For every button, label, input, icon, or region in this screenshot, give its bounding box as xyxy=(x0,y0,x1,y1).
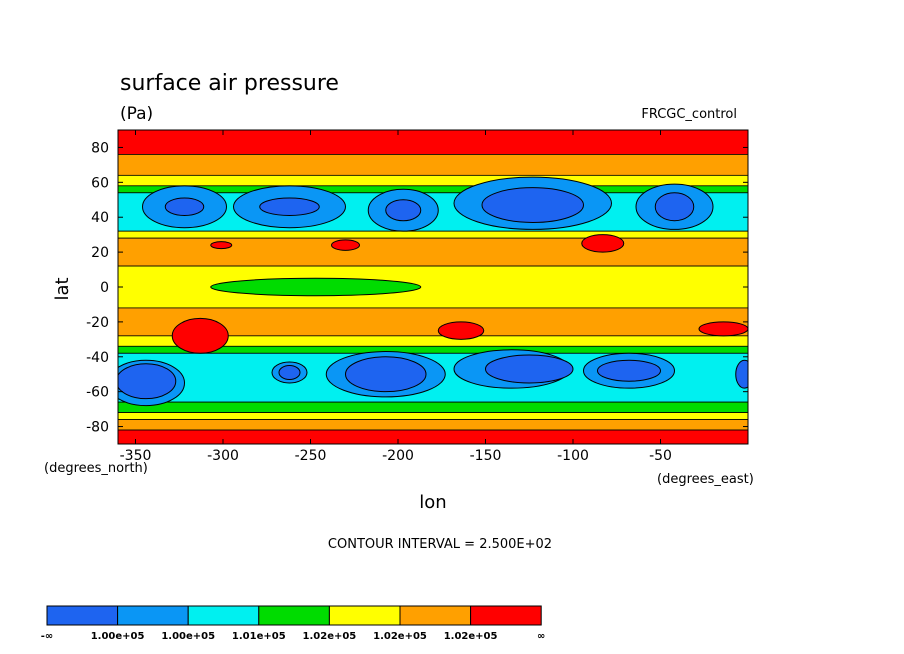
pressure-cell-22 xyxy=(345,356,427,393)
pressure-cell-9 xyxy=(654,192,695,222)
colorbar-label: 1.00e+05 xyxy=(161,631,215,642)
pressure-cell-16 xyxy=(698,321,748,337)
contour-interval: CONTOUR INTERVAL = 2.500E+02 xyxy=(328,537,552,552)
y-unit-label: (degrees_north) xyxy=(44,461,148,476)
pressure-cell-20 xyxy=(278,365,301,380)
pressure-cell-13 xyxy=(210,277,422,297)
colorbar-swatch-3 xyxy=(258,605,330,626)
chart-units: (Pa) xyxy=(120,104,153,124)
colorbar-label: 1.01e+05 xyxy=(232,631,286,642)
y-tick-label: 0 xyxy=(100,280,109,296)
pressure-cell-10 xyxy=(210,241,233,250)
x-axis-label: lon xyxy=(419,492,446,513)
x-axis: -350 -300 -250 -200 -150 -100 -50 xyxy=(120,130,672,464)
pressure-cell-1 xyxy=(164,197,205,216)
y-tick-label: -60 xyxy=(86,385,109,401)
pressure-band-5 xyxy=(118,230,748,239)
colorbar-label: 1.02e+05 xyxy=(444,631,498,642)
x-tick-label: -200 xyxy=(382,448,414,464)
y-axis-label: lat xyxy=(52,277,73,300)
y-tick-label: -20 xyxy=(86,315,109,331)
pressure-cell-14 xyxy=(171,317,229,354)
x-tick-label: -50 xyxy=(649,448,672,464)
pressure-cell-18 xyxy=(118,363,177,400)
colorbar-swatch-2 xyxy=(187,605,260,626)
pressure-cell-26 xyxy=(597,359,661,382)
colorbar-label: ∞ xyxy=(537,631,545,642)
pressure-cell-11 xyxy=(331,239,360,251)
pressure-band-15 xyxy=(118,429,748,444)
x-tick-label: -250 xyxy=(295,448,327,464)
y-tick-label: -40 xyxy=(86,350,109,366)
pressure-band-14 xyxy=(118,419,748,431)
run-label: FRCGC_control xyxy=(641,107,737,122)
plot-area xyxy=(118,130,748,444)
pressure-cell-27 xyxy=(735,359,748,389)
pressure-band-0 xyxy=(118,130,748,155)
pressure-cell-12 xyxy=(581,234,625,253)
y-tick-label: 40 xyxy=(91,210,109,226)
colorbar-label: 1.02e+05 xyxy=(303,631,357,642)
x-tick-label: -300 xyxy=(207,448,239,464)
pressure-band-1 xyxy=(118,154,748,176)
pressure-band-2 xyxy=(118,174,748,187)
y-tick-label: -80 xyxy=(86,420,109,436)
pressure-band-13 xyxy=(118,412,748,420)
pressure-cell-24 xyxy=(485,354,574,384)
x-tick-label: -350 xyxy=(120,448,152,464)
colorbar: -∞ 1.00e+05 1.00e+05 1.01e+05 1.02e+05 1.02e+… xyxy=(41,605,545,642)
x-tick-label: -150 xyxy=(470,448,502,464)
colorbar-label: 1.00e+05 xyxy=(91,631,145,642)
y-tick-label: 80 xyxy=(91,140,109,156)
colorbar-label: 1.02e+05 xyxy=(373,631,427,642)
pressure-band-12 xyxy=(118,401,748,413)
pressure-cell-15 xyxy=(437,321,485,340)
colorbar-label: -∞ xyxy=(41,631,53,642)
pressure-cell-3 xyxy=(259,197,320,216)
y-tick-label: 60 xyxy=(91,175,109,191)
colorbar-swatch-6 xyxy=(470,605,542,626)
pressure-cell-7 xyxy=(481,187,584,223)
x-tick-label: -100 xyxy=(557,448,589,464)
colorbar-swatch-5 xyxy=(399,605,472,626)
colorbar-swatch-1 xyxy=(117,605,189,626)
pressure-band-6 xyxy=(118,237,748,267)
pressure-cell-5 xyxy=(385,199,422,222)
chart-title: surface air pressure xyxy=(120,71,339,96)
colorbar-swatch-4 xyxy=(328,605,401,626)
colorbar-swatch-0 xyxy=(46,605,119,626)
y-axis: 80 60 40 20 0 -20 -40 -60 -80 xyxy=(86,140,748,436)
x-unit-label: (degrees_east) xyxy=(657,472,754,487)
y-tick-label: 20 xyxy=(91,245,109,261)
